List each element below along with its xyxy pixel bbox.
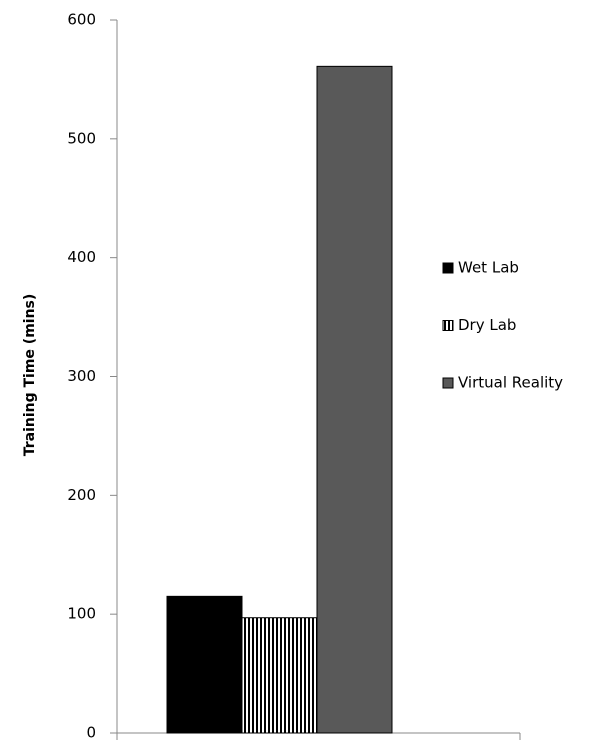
bar: [316, 65, 393, 734]
legend-label: Dry Lab: [458, 316, 516, 334]
y-tick-label: 0: [86, 724, 96, 740]
legend-swatch: [442, 262, 454, 274]
bar: [241, 617, 318, 734]
legend-swatch: [442, 320, 454, 331]
y-tick-label: 300: [67, 367, 96, 385]
legend-swatch: [442, 377, 454, 389]
legend-label: Virtual Reality: [458, 374, 563, 392]
bar: [166, 595, 243, 734]
y-tick-label: 500: [67, 129, 96, 147]
y-axis-label: Training Time (mins): [22, 294, 38, 457]
y-tick-label: 400: [67, 248, 96, 266]
y-tick-label: 100: [67, 605, 96, 623]
y-tick-label: 600: [67, 11, 96, 29]
legend-label: Wet Lab: [458, 259, 519, 277]
y-tick-label: 200: [67, 486, 96, 504]
